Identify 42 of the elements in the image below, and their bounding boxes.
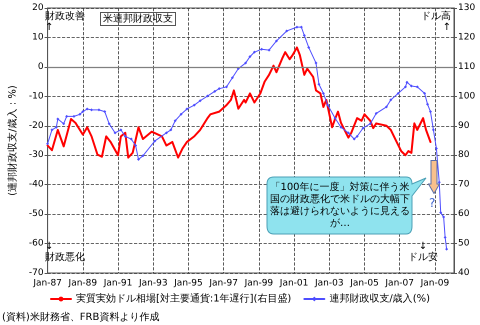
text: 米連邦財政収支 bbox=[103, 12, 173, 24]
y2-tick-label: 110 bbox=[458, 62, 476, 72]
y2-tick-label: 90 bbox=[458, 120, 470, 131]
text: (資料)米財務省、FRB資料より作成 bbox=[2, 312, 160, 323]
x-tick-label: Jan-97 bbox=[208, 278, 238, 288]
y-tick-label: -50 bbox=[28, 209, 44, 220]
x-tick-label: Jan-99 bbox=[244, 278, 274, 288]
y2-tick-label: 120 bbox=[458, 32, 476, 42]
y-tick-label: -10 bbox=[28, 91, 44, 102]
y-tick-label: -20 bbox=[28, 120, 44, 131]
x-tick-label: Jan-07 bbox=[384, 278, 414, 288]
y-tick-label: -60 bbox=[28, 238, 44, 249]
x-tick-label: Jan-93 bbox=[138, 278, 168, 288]
x-tick-label: Jan-03 bbox=[314, 278, 344, 288]
x-tick-label: Jan-87 bbox=[32, 278, 62, 288]
annotation: 「100年に一度」対策に伴う米国の財政悪化で米ドルの大幅下落は避けられないように見えるが… bbox=[270, 182, 410, 230]
y2-tick-label: 40 bbox=[458, 268, 470, 278]
y2-tick-label: 70 bbox=[458, 180, 470, 190]
y2-tick-label: 80 bbox=[458, 150, 470, 160]
y-tick-label: -40 bbox=[28, 180, 44, 190]
x-tick-label: Jan-89 bbox=[68, 278, 98, 288]
legend-label: 連邦財政収支/歳入(%) bbox=[329, 292, 430, 304]
y-tick-label: -30 bbox=[28, 150, 44, 160]
annotation: ドル高 ↑ bbox=[421, 11, 451, 33]
annotation: ↓ ドル安 bbox=[408, 241, 438, 263]
y2-tick-label: 50 bbox=[458, 238, 470, 249]
x-tick-label: Jan-09 bbox=[420, 278, 450, 288]
legend-label: 実質実効ドル相場[対主要通貨:1年遅行](右目盛) bbox=[76, 292, 292, 304]
y2-tick-label: 130 bbox=[458, 3, 476, 13]
annotation: ? bbox=[429, 196, 436, 210]
x-tick-label: Jan-95 bbox=[173, 278, 203, 288]
x-tick-label: Jan-01 bbox=[278, 278, 308, 288]
x-tick-label: Jan-91 bbox=[102, 278, 132, 288]
y-tick-label: 20 bbox=[32, 3, 44, 13]
y-tick-label: 0 bbox=[38, 62, 44, 72]
y-axis-title: (連邦財政収支/歳入：%) bbox=[6, 85, 18, 196]
y-tick-label: -70 bbox=[28, 268, 44, 278]
y2-tick-label: 60 bbox=[458, 209, 470, 220]
y-tick-label: 10 bbox=[32, 32, 44, 42]
line-series bbox=[46, 46, 432, 159]
x-tick-label: Jan-05 bbox=[349, 278, 379, 288]
y2-tick-label: 100 bbox=[458, 91, 476, 102]
